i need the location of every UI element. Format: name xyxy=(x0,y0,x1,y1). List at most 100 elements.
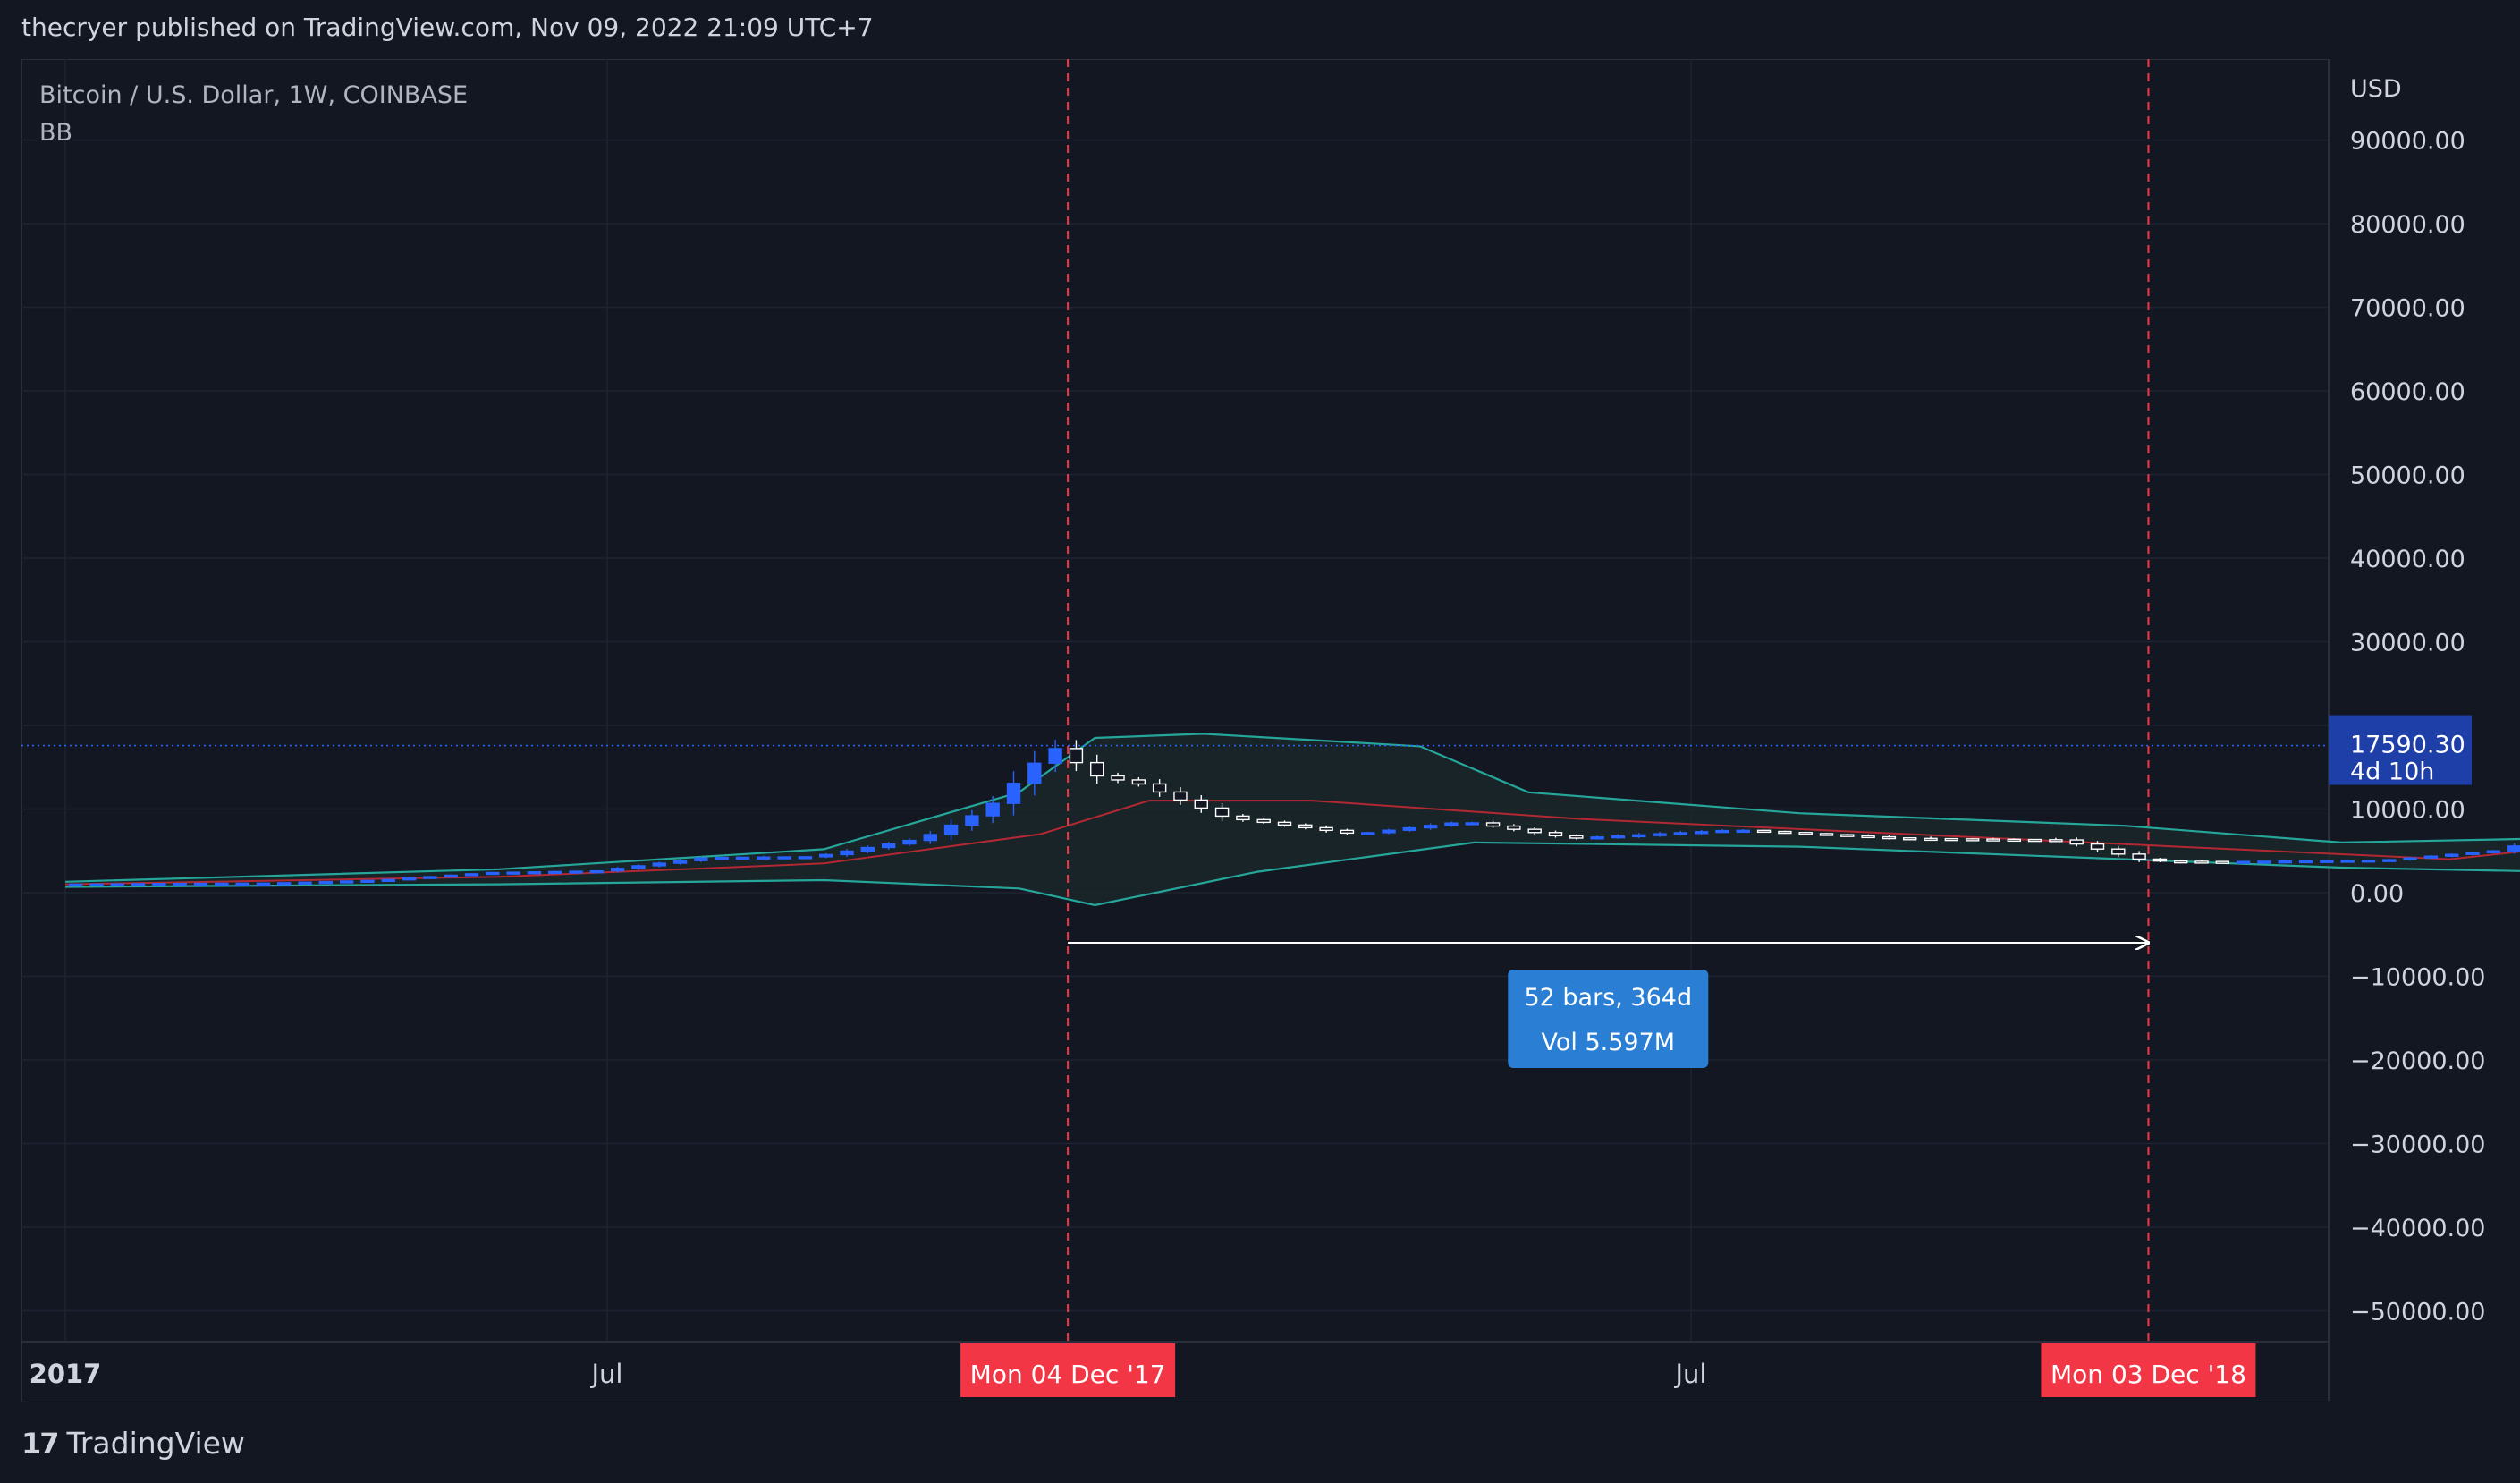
candle-body xyxy=(1173,791,1188,801)
candle-body xyxy=(2278,860,2292,864)
candle-body xyxy=(589,869,605,874)
candle-body xyxy=(2320,860,2334,863)
last-price-badge xyxy=(2329,715,2472,785)
candle-body xyxy=(1819,833,1834,836)
candle-body xyxy=(1861,835,1875,839)
candle-body xyxy=(1465,822,1479,826)
candle-body xyxy=(486,871,500,876)
candle-body xyxy=(423,876,437,879)
candle-body xyxy=(569,870,583,874)
candle-body xyxy=(444,874,458,878)
candle-body xyxy=(2132,853,2146,860)
candle-body xyxy=(2194,860,2209,864)
candle-body xyxy=(965,815,979,826)
candle-body xyxy=(68,883,83,887)
candle-body xyxy=(881,843,896,849)
candle-body xyxy=(298,881,312,885)
candle-body xyxy=(902,839,917,845)
candle-body xyxy=(277,882,292,886)
candle-body xyxy=(2507,845,2520,852)
symbol-title[interactable]: Bitcoin / U.S. Dollar, 1W, COINBASE xyxy=(39,81,469,109)
candle-body xyxy=(1548,832,1563,837)
candle-body xyxy=(215,882,229,886)
candle-body xyxy=(1340,829,1355,835)
candle-body xyxy=(1798,832,1813,835)
candle-body xyxy=(1214,807,1230,818)
candle-body xyxy=(798,856,813,860)
candle-body xyxy=(1090,761,1104,777)
candle-body xyxy=(2152,858,2168,862)
candle-body xyxy=(2174,860,2188,864)
candle-body xyxy=(1569,835,1584,839)
candle-body xyxy=(1423,825,1438,829)
candle-body xyxy=(381,878,395,883)
candle-body xyxy=(985,802,1000,817)
candle-body xyxy=(1986,838,2000,842)
candle-body xyxy=(672,860,688,864)
candle-body xyxy=(2049,839,2063,843)
time-tick-label: Jul xyxy=(1674,1359,1707,1389)
candle-body xyxy=(2403,857,2417,860)
indicator-label[interactable]: BB xyxy=(39,119,73,147)
candle-body xyxy=(2027,838,2042,843)
candle-body xyxy=(1444,822,1459,826)
candle-body xyxy=(339,880,354,884)
measure-box xyxy=(1508,970,1709,1068)
candle-body xyxy=(2423,855,2439,859)
price-tick-label: 0.00 xyxy=(2350,880,2404,908)
candle-body xyxy=(1361,832,1375,835)
tradingview-logo-icon: 17 xyxy=(21,1426,60,1461)
candle-body xyxy=(652,862,666,867)
price-tick-label: 30000.00 xyxy=(2350,630,2465,657)
measure-bars-label: 52 bars, 364d xyxy=(1524,984,1692,1012)
candle-body xyxy=(777,856,791,860)
candle-body xyxy=(89,883,104,886)
candle-body xyxy=(1277,821,1292,826)
candle-body xyxy=(110,883,124,886)
price-tick-label: −10000.00 xyxy=(2350,964,2485,992)
time-scale: 2017JulJul82020Jul2021JulJulMon 04 Dec '… xyxy=(30,1343,2256,1397)
candle-body xyxy=(631,865,646,869)
candle-body xyxy=(1673,832,1688,835)
candle-body xyxy=(694,857,708,861)
band-fill xyxy=(65,733,2520,905)
candle-body xyxy=(1944,837,1959,842)
candle-body xyxy=(1048,748,1062,764)
date-highlight-badge xyxy=(960,1343,1176,1397)
candle-body xyxy=(360,879,375,884)
candle-body xyxy=(1131,779,1146,785)
candles xyxy=(68,740,2520,887)
date-highlight-badge xyxy=(2041,1343,2256,1397)
price-tick-label: 70000.00 xyxy=(2350,295,2465,323)
basis-line xyxy=(64,800,2520,886)
price-tick-label: 80000.00 xyxy=(2350,211,2465,239)
candle-body xyxy=(1507,825,1521,830)
price-tick-label: 10000.00 xyxy=(2350,797,2465,825)
candle-body xyxy=(735,856,750,860)
candle-body xyxy=(923,834,937,842)
price-tick-label: −40000.00 xyxy=(2350,1215,2485,1242)
candle-body xyxy=(1736,829,1750,834)
brand-name: TradingView xyxy=(66,1426,245,1461)
tradingview-footer[interactable]: 17 TradingView xyxy=(21,1426,245,1461)
candle-body xyxy=(1903,837,1917,841)
candle-body xyxy=(2215,860,2230,864)
candle-body xyxy=(2111,848,2126,855)
lower-band-line xyxy=(64,841,2520,907)
candle-body xyxy=(715,856,729,860)
candle-body xyxy=(2236,860,2251,864)
date-markers xyxy=(21,59,2329,1342)
candle-body xyxy=(193,882,208,886)
candle-body xyxy=(464,873,479,877)
candle-body xyxy=(1965,838,1980,842)
candle-body xyxy=(1194,799,1208,809)
candle-body xyxy=(2069,839,2084,845)
candle-body xyxy=(1485,822,1501,827)
candle-body xyxy=(131,883,146,886)
candle-body xyxy=(1527,828,1542,834)
candle-body xyxy=(2298,860,2313,864)
candle-body xyxy=(2361,860,2376,863)
candle-body xyxy=(256,882,271,886)
candle-body xyxy=(1611,835,1626,839)
